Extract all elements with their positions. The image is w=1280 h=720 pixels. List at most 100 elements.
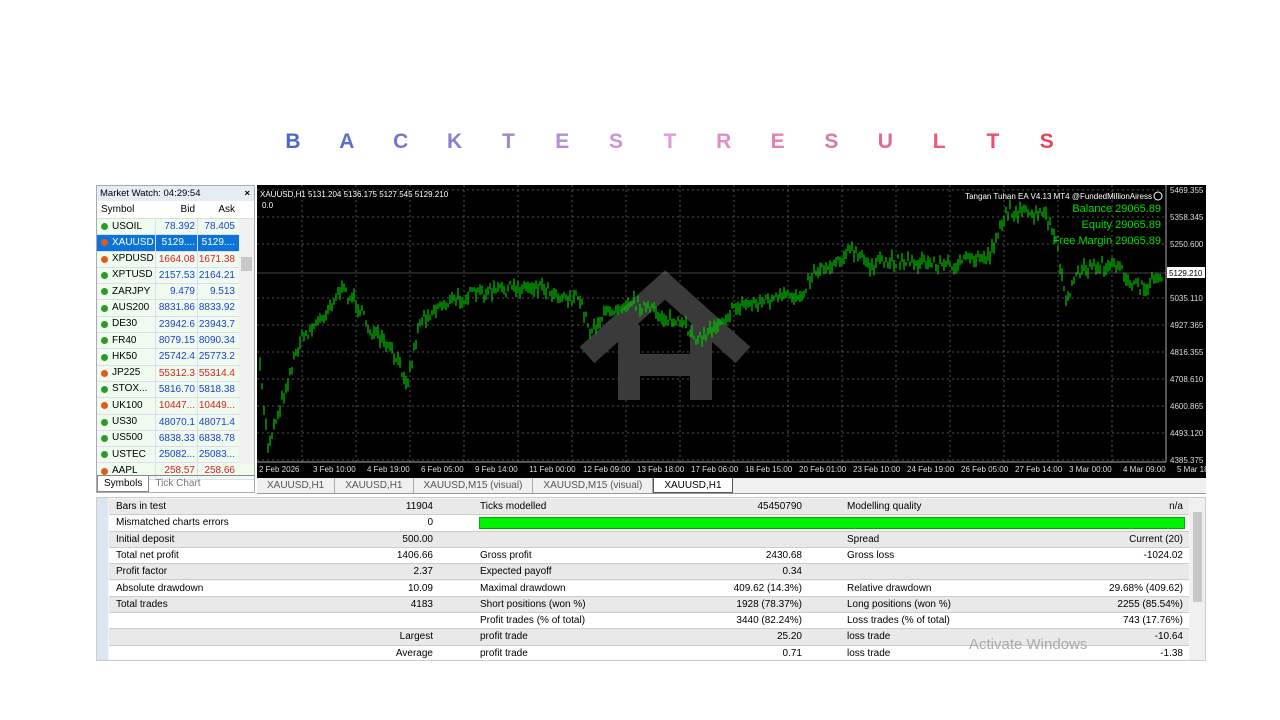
title-letter: S [609,130,624,153]
bid-price: 5816.70 [155,381,197,398]
ask-price: 8090.34 [197,333,237,349]
symbol-row[interactable]: ZARJPY 9.479 9.513 [97,284,254,301]
col-ask[interactable]: Ask [218,204,235,215]
chart-tab[interactable]: XAUUSD,H1 [257,478,336,493]
report-value: 2255 (85.54%) [1117,598,1183,610]
arrow-up-icon [101,451,108,459]
bid-price: 8079.15 [155,333,197,349]
bid-price: 2157.53 [155,267,197,284]
close-icon[interactable]: × [244,188,250,199]
report-label: Modelling quality [847,501,922,512]
modelling-quality-bar [479,517,1185,530]
title-letter: A [339,130,355,153]
report-row: Largest profit trade 25.20 loss trade -10.64 [109,629,1189,646]
bid-price: 78.392 [155,219,197,235]
time-tick: 13 Feb 18:00 [637,465,685,474]
report-label: Expected payoff [480,566,552,578]
price-tick: 4385.375 [1170,456,1204,465]
chart-tab[interactable]: XAUUSD,M15 (visual) [533,478,654,493]
report-value: 29.68% (409.62) [1109,582,1183,594]
symbol-row[interactable]: FR40 8079.15 8090.34 [97,333,254,350]
bid-price: 25742.4 [155,349,197,365]
bid-price: 9.479 [155,284,197,300]
symbol-name: XPDUSD [112,253,154,265]
report-value: 2430.68 [765,549,802,561]
ask-price: 10449... [197,398,237,414]
chart-tab[interactable]: XAUUSD,H1 [335,478,414,493]
price-tick: 4927.365 [1170,321,1204,330]
title-letter: L [932,130,946,153]
symbol-name: HK50 [112,350,138,362]
bid-price: 258.57 [155,463,197,479]
ask-price: 2164.21 [197,267,237,284]
time-tick: 5 Mar 18:00 [1177,465,1206,474]
scrollbar[interactable] [1190,498,1205,660]
title-letter: E [770,130,785,153]
time-tick: 3 Feb 10:00 [313,465,356,474]
ask-price: 8833.92 [197,300,237,316]
report-value: -10.64 [1154,631,1183,643]
symbol-name: XPTUSD [112,269,153,281]
time-tick: 18 Feb 15:00 [745,465,793,474]
arrow-down-icon [101,402,108,410]
chart-tab[interactable]: XAUUSD,H1 [653,478,733,493]
title-letter: C [393,130,409,153]
symbol-row[interactable]: US500 6838.33 6838.78 [97,430,254,448]
time-tick: 4 Mar 09:00 [1123,465,1166,474]
arrow-up-icon [101,304,108,312]
symbol-row[interactable]: XPDUSD 1664.08 1671.38 [97,251,254,268]
ask-price: 258.66 [197,463,237,479]
time-tick: 24 Feb 19:00 [907,465,955,474]
symbol-name: US30 [112,416,138,428]
chart-header: XAUUSD,H1 5131.204 5136.175 5127.545 512… [260,190,449,199]
report-label: loss trade [847,631,891,643]
title-letter: T [501,130,515,153]
tab-tick-chart[interactable]: Tick Chart [155,478,201,489]
arrow-up-icon [101,288,108,296]
title-letter: T [986,130,1000,153]
title-letter: E [555,130,570,153]
symbol-row[interactable]: XPTUSD 2157.53 2164.21 [97,267,254,285]
report-row: Total net profit 1406.66 Gross profit 2430.… [109,547,1189,565]
activate-windows-watermark: Activate Windows [969,636,1088,653]
symbol-row[interactable]: AUS200 8831.86 8833.92 [97,300,254,317]
time-tick: 2 Feb 2026 [259,465,300,474]
col-bid[interactable]: Bid [180,204,195,215]
bid-price: 55312.3 [155,365,197,381]
scrollbar[interactable] [239,219,254,464]
current-price-box [1167,267,1205,278]
arrow-down-icon [101,239,108,247]
symbol-row[interactable]: HK50 25742.4 25773.2 [97,349,254,366]
price-chart[interactable]: 5469.355 5358.345 5250.600 5035.110 4927.365… [257,185,1220,478]
symbol-row[interactable]: STOX... 5816.70 5818.38 [97,381,254,399]
time-tick: 17 Feb 06:00 [691,465,739,474]
chart-tab[interactable]: XAUUSD,M15 (visual) [414,478,534,493]
report-label: Initial deposit [116,533,175,545]
price-tick: 5035.110 [1170,294,1203,303]
bid-price: 25082... [155,447,197,463]
report-row: Bars in test 11904 Ticks modelled 45450790 M… [109,499,1189,516]
report-value: -1.38 [1160,647,1183,659]
col-symbol[interactable]: Symbol [101,204,135,215]
title-letter: U [877,130,893,153]
symbol-row[interactable]: XAUUSD 5129.... 5129.... [97,235,254,252]
tab-symbols[interactable]: Symbols [97,476,150,492]
report-value: 409.62 (14.3%) [733,582,802,594]
symbol-name: ZARJPY [112,285,151,297]
market-watch-panel: Market Watch: 04:29:54 × Symbol Bid Ask U… [96,185,255,493]
symbol-row[interactable]: USTEC 25082... 25083... [97,447,254,464]
report-label: Total net profit [116,549,179,561]
report-row: Profit factor 2.37 Expected payoff 0.34 [109,564,1189,581]
symbol-row[interactable]: UK100 10447... 10449... [97,398,254,415]
terminal-side-bar [97,498,108,660]
report-label: Relative drawdown [847,582,932,594]
report-value: 11904 [405,501,433,512]
symbol-row[interactable]: US30 48070.1 48071.4 [97,414,254,431]
report-value: 4183 [410,598,433,610]
bid-price: 1664.08 [155,251,197,267]
symbol-row[interactable]: USOIL 78.392 78.405 [97,219,254,236]
symbol-row[interactable]: DE30 23942.6 23943.7 [97,316,254,334]
title-letter: K [446,130,463,153]
ask-price: 6838.78 [197,430,237,447]
symbol-row[interactable]: JP225 55312.3 55314.4 [97,365,254,382]
